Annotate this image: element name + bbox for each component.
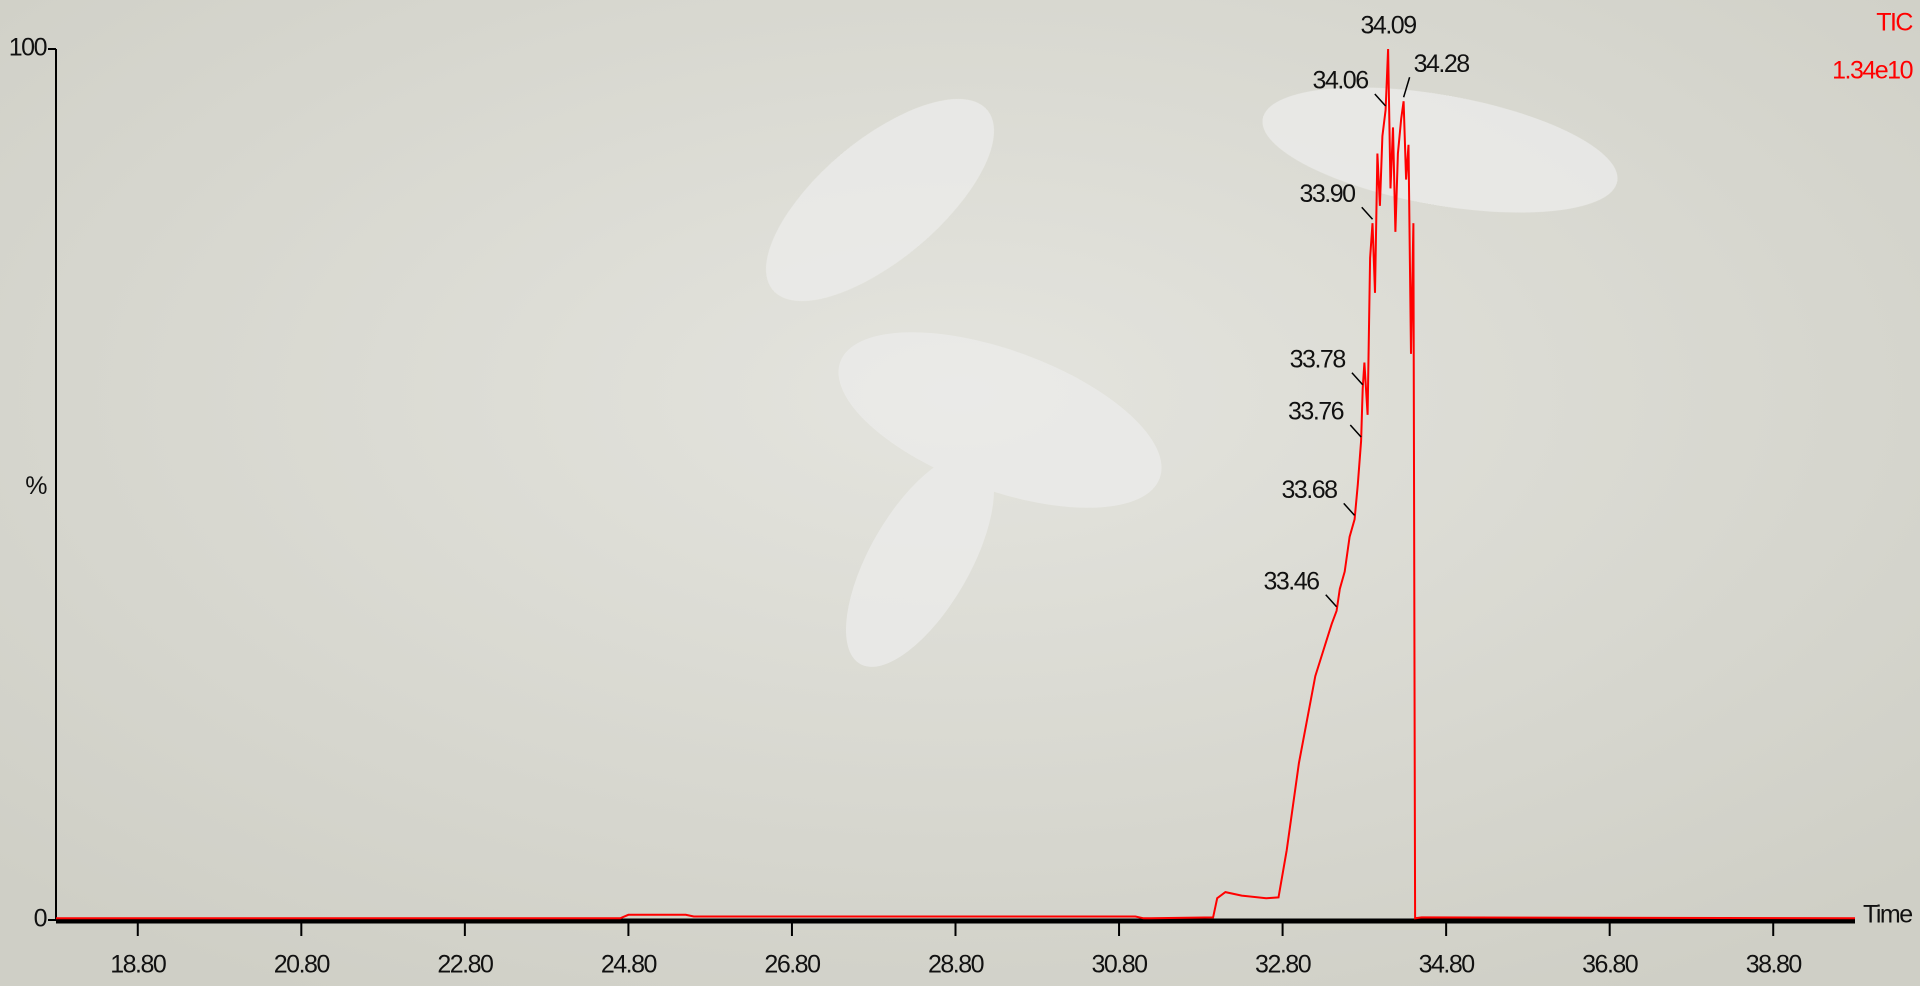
trace-name: TIC xyxy=(1876,9,1913,37)
x-axis-label: Time xyxy=(1863,901,1912,929)
x-tick-label: 32.80 xyxy=(1255,951,1311,979)
page: {"chart_data": {"type": "line", "x": [17… xyxy=(0,0,1920,986)
y-tick-label: 100 xyxy=(9,34,47,62)
trace-intensity: 1.34e10 xyxy=(1832,57,1912,85)
x-tick-label: 38.80 xyxy=(1746,951,1802,979)
x-tick-label: 36.80 xyxy=(1582,951,1638,979)
x-tick-label: 24.80 xyxy=(601,951,657,979)
x-tick-label: 28.80 xyxy=(928,951,984,979)
peak-label: 33.90 xyxy=(1299,180,1355,208)
peak-label: 33.46 xyxy=(1263,567,1319,595)
peak-label: 34.06 xyxy=(1313,67,1369,95)
x-tick-label: 26.80 xyxy=(764,951,820,979)
x-tick-label: 18.80 xyxy=(110,951,166,979)
peak-label: 33.76 xyxy=(1288,398,1344,426)
x-tick-label: 34.80 xyxy=(1419,951,1475,979)
peak-label: 33.68 xyxy=(1281,476,1337,504)
x-tick-label: 30.80 xyxy=(1092,951,1148,979)
y-tick-label: 0 xyxy=(34,905,47,933)
peak-label: 34.09 xyxy=(1361,12,1417,40)
x-tick-label: 20.80 xyxy=(274,951,330,979)
peak-label: 33.78 xyxy=(1290,345,1346,373)
peak-label: 34.28 xyxy=(1414,50,1470,78)
x-tick-label: 22.80 xyxy=(437,951,493,979)
y-axis-label: % xyxy=(25,472,47,500)
chart: 0 100% 18.80 20.80 22.80 24.80 26.80 28.80 30.80… xyxy=(0,0,1920,986)
